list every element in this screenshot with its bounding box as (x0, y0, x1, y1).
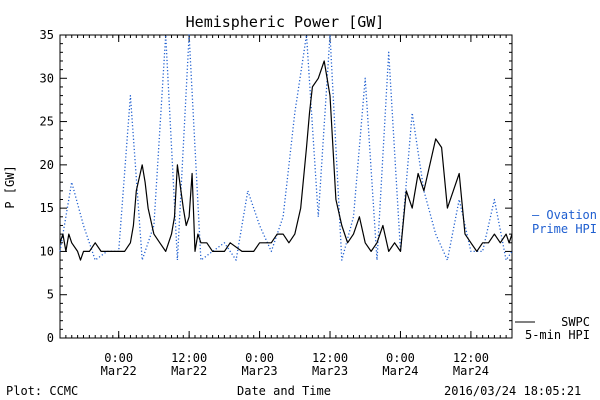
x-tick-time-label: 0:00 (104, 351, 133, 365)
y-axis-label: P [GW] (3, 165, 17, 208)
series-layer (59, 34, 513, 261)
x-tick-date-label: Mar22 (171, 364, 207, 378)
x-tick-time-label: 12:00 (171, 351, 207, 365)
x-tick-date-label: Mar24 (453, 364, 489, 378)
footer-plot-source: Plot: CCMC (6, 384, 79, 398)
x-tick-time-label: 12:00 (312, 351, 348, 365)
y-tick-label: 10 (40, 244, 54, 258)
ovation-prime-hpi-line (59, 34, 513, 261)
y-tick-label: 25 (40, 115, 54, 129)
x-tick-date-label: Mar24 (382, 364, 418, 378)
y-tick-label: 5 (47, 288, 54, 302)
y-axis-ticks: 0 5 10 15 20 25 30 35 (40, 28, 512, 345)
chart-title: Hemispheric Power [GW] (186, 13, 385, 31)
x-tick-date-label: Mar23 (242, 364, 278, 378)
y-tick-label: 35 (40, 28, 54, 42)
x-tick-time-label: 0:00 (245, 351, 274, 365)
x-tick-time-label: 12:00 (453, 351, 489, 365)
plot-frame (59, 34, 513, 339)
y-tick-label: 30 (40, 71, 54, 85)
y-tick-label: 20 (40, 158, 54, 172)
footer-x-axis-label: Date and Time (237, 384, 331, 398)
x-axis-ticks: 0:00Mar2212:00Mar220:00Mar2312:00Mar230:… (59, 35, 513, 378)
legend-ovation-line2: Prime HPI (532, 222, 597, 236)
x-tick-time-label: 0:00 (386, 351, 415, 365)
legend-swpc-line2: 5-min HPI (525, 328, 590, 342)
footer-timestamp: 2016/03/24 18:05:21 (444, 384, 582, 398)
legend-ovation-line1: — Ovation (532, 208, 597, 222)
swpc-hpi-line (59, 60, 513, 261)
legend-swpc-line1: SWPC (561, 315, 590, 329)
y-tick-label: 0 (47, 331, 54, 345)
x-tick-date-label: Mar23 (312, 364, 348, 378)
y-tick-label: 15 (40, 201, 54, 215)
x-tick-date-label: Mar22 (101, 364, 137, 378)
